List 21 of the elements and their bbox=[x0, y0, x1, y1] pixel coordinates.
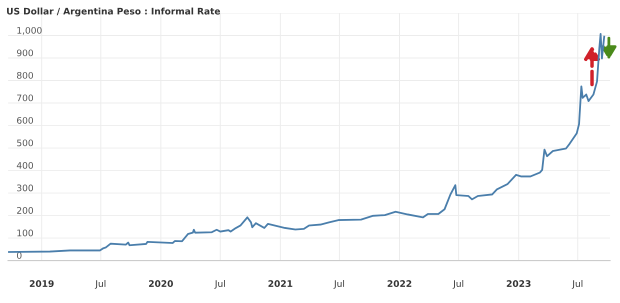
x-tick-label: 2021 bbox=[268, 280, 292, 288]
x-tick-label: 2022 bbox=[388, 280, 412, 288]
y-tick-label: 600 bbox=[17, 116, 34, 124]
x-tick-label: Jul bbox=[214, 280, 225, 289]
x-tick-label: Jul bbox=[94, 280, 106, 289]
x-tick-label: 2020 bbox=[149, 280, 173, 288]
y-tick-label: 200 bbox=[17, 206, 34, 214]
x-tick-label: 2019 bbox=[30, 280, 54, 288]
x-tick-label: Jul bbox=[334, 280, 344, 289]
y-tick-label: 900 bbox=[16, 49, 34, 56]
x-tick-label: Jul bbox=[572, 280, 582, 289]
y-tick-label: 300 bbox=[17, 184, 34, 192]
chart-title: US Dollar / Argentina Peso : Informal Rate bbox=[7, 8, 220, 16]
y-tick-label: 100 bbox=[17, 230, 34, 236]
x-tick-label: 2023 bbox=[506, 280, 531, 288]
y-tick-label: 500 bbox=[17, 139, 34, 146]
y-tick-label: 700 bbox=[17, 94, 34, 102]
y-tick-label: 800 bbox=[17, 72, 34, 79]
y-tick-label: 1,000 bbox=[17, 26, 42, 35]
y-tick-label: 400 bbox=[16, 162, 34, 169]
x-tick-label: Jul bbox=[452, 280, 464, 289]
